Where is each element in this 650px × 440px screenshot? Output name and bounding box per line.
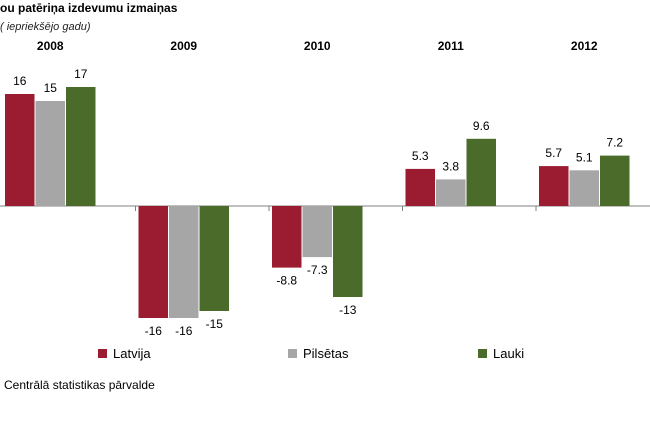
bar <box>333 206 363 297</box>
bar <box>600 155 630 206</box>
bar <box>405 168 435 206</box>
data-label: 5.1 <box>576 150 593 164</box>
legend-item-lauki: Lauki <box>478 346 524 361</box>
bar <box>466 138 496 206</box>
data-label: -13 <box>339 303 357 317</box>
data-label: 9.6 <box>473 119 490 133</box>
category-label: 2008 <box>37 39 64 53</box>
data-label: 5.3 <box>412 149 429 163</box>
bar <box>199 206 229 311</box>
bar <box>436 179 466 206</box>
source-note: Centrālā statistikas pārvalde <box>4 378 155 392</box>
bar <box>569 170 599 206</box>
data-label: -15 <box>206 317 224 331</box>
data-label: -7.3 <box>307 263 328 277</box>
bar <box>272 206 302 268</box>
data-label: -8.8 <box>276 274 297 288</box>
legend-swatch-lauki <box>478 349 487 358</box>
legend-swatch-pilsetas <box>288 349 297 358</box>
data-label: 5.7 <box>545 146 562 160</box>
legend: Latvija Pilsētas Lauki <box>0 346 650 366</box>
legend-label-pilsetas: Pilsētas <box>303 346 349 361</box>
data-label: -16 <box>175 324 193 338</box>
data-label: 17 <box>74 67 88 81</box>
legend-label-lauki: Lauki <box>493 346 525 361</box>
chart-subtitle: ( iepriekšējo gadu) <box>0 21 91 33</box>
bar <box>5 94 35 206</box>
bar <box>302 206 332 258</box>
chart-title: ou patēriņa izdevumu izmaiņas <box>0 1 178 15</box>
category-label: 2012 <box>571 39 598 53</box>
data-label: 3.8 <box>442 159 459 173</box>
bar <box>35 101 65 206</box>
category-label: 2010 <box>304 39 331 53</box>
data-label: 7.2 <box>606 136 623 150</box>
category-label: 2011 <box>438 39 464 53</box>
bar <box>138 206 168 318</box>
legend-label-latvija: Latvija <box>113 346 151 361</box>
legend-item-latvija: Latvija <box>98 346 151 361</box>
legend-swatch-latvija <box>98 349 107 358</box>
data-label: 15 <box>44 81 58 95</box>
bar <box>66 87 96 206</box>
legend-item-pilsetas: Pilsētas <box>288 346 349 361</box>
bar <box>169 206 199 318</box>
category-label: 2009 <box>170 39 197 53</box>
bar-chart: 2008 16 15 17 2009 -16 -16 -15 2010 -8.8 -7.3 -13 20… <box>0 39 650 338</box>
data-label: -16 <box>145 324 163 338</box>
bar <box>539 166 569 206</box>
data-label: 16 <box>13 74 27 88</box>
